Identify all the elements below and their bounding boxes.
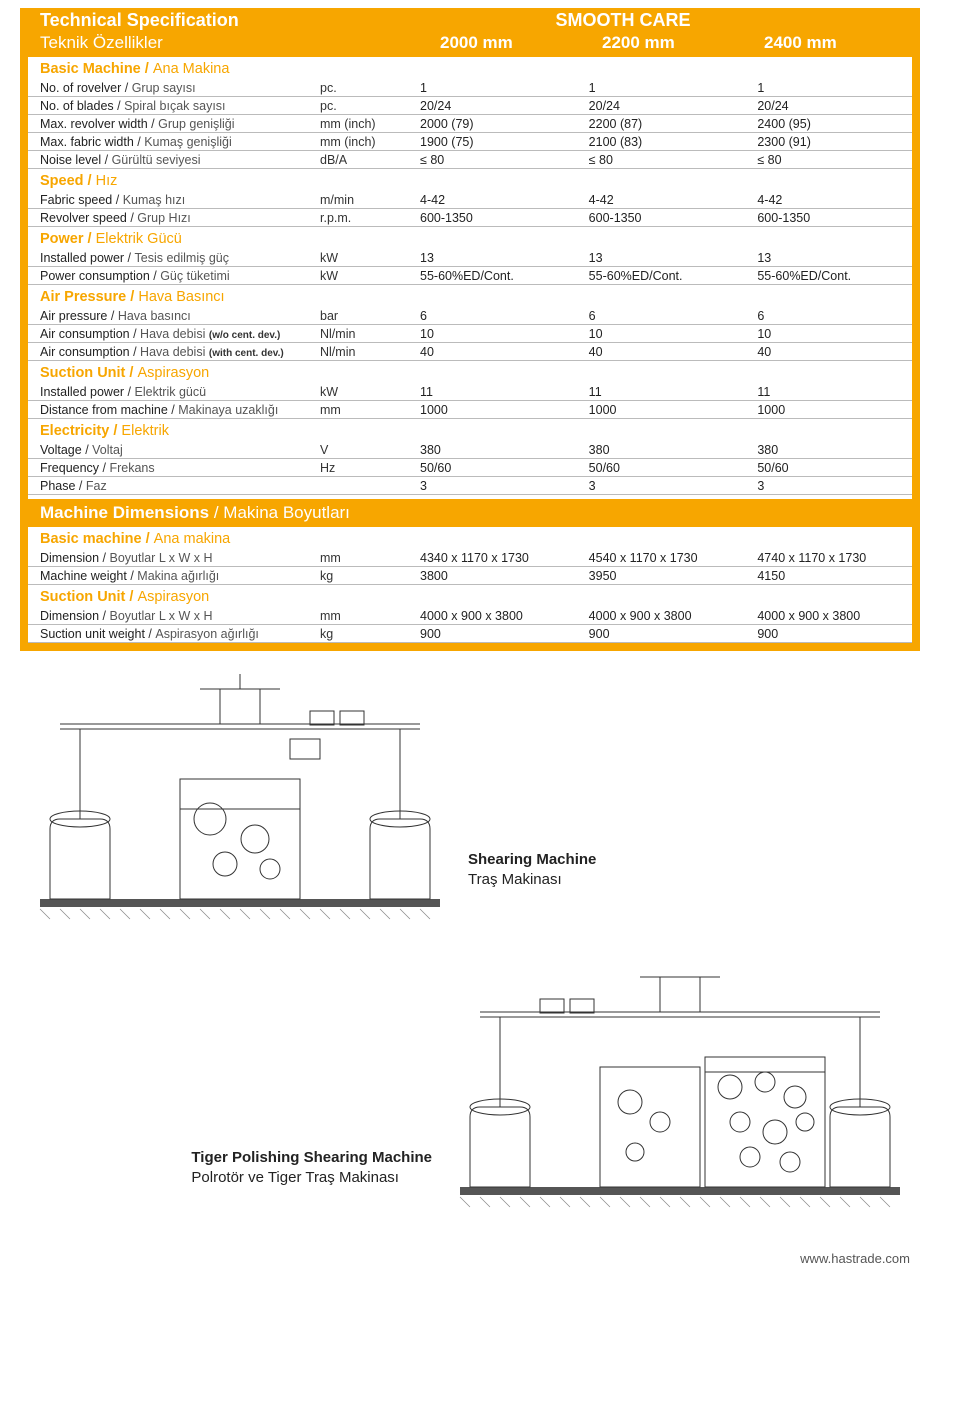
col-2200: 2200 mm bbox=[582, 33, 744, 53]
spec-row: Revolver speed / Grup Hızır.p.m.600-1350… bbox=[28, 209, 912, 227]
section-title: Basic machine / Ana makina bbox=[28, 527, 912, 549]
spec-row: Distance from machine / Makinaya uzaklığ… bbox=[28, 401, 912, 419]
spec-row: Max. fabric width / Kumaş genişliğimm (i… bbox=[28, 133, 912, 151]
section-title: Speed / Hız bbox=[28, 169, 912, 191]
shearing-caption: Shearing Machine Traş Makinası bbox=[468, 850, 596, 929]
spec-row: Power consumption / Güç tüketimikW55-60%… bbox=[28, 267, 912, 285]
tiger-caption-en: Tiger Polishing Shearing Machine bbox=[191, 1148, 432, 1168]
spec-row: Installed power / Tesis edilmiş güçkW131… bbox=[28, 249, 912, 267]
spec-row: Dimension / Boyutlar L x W x Hmm4000 x 9… bbox=[28, 607, 912, 625]
diagram-area: Shearing Machine Traş Makinası Tiger Pol… bbox=[20, 669, 920, 1217]
section-title: Suction Unit / Aspirasyon bbox=[28, 585, 912, 607]
spec-row: Installed power / Elektrik gücükW111111 bbox=[28, 383, 912, 401]
spec-title-en: Technical Specification bbox=[40, 10, 340, 31]
brand-title: SMOOTH CARE bbox=[340, 10, 906, 31]
spec-row: Noise level / Gürültü seviyesidB/A≤ 80≤ … bbox=[28, 151, 912, 169]
spec-row: Dimension / Boyutlar L x W x Hmm4340 x 1… bbox=[28, 549, 912, 567]
section-title: Suction Unit / Aspirasyon bbox=[28, 361, 912, 383]
shearing-caption-en: Shearing Machine bbox=[468, 850, 596, 870]
tiger-caption-tr: Polrotör ve Tiger Traş Makinası bbox=[191, 1168, 432, 1188]
section-title: Electricity / Elektrik bbox=[28, 419, 912, 441]
section-title: Air Pressure / Hava Basıncı bbox=[28, 285, 912, 307]
dimensions-bar-en: Machine Dimensions bbox=[40, 503, 209, 522]
spec-title-tr: Teknik Özellikler bbox=[40, 33, 340, 53]
shearing-caption-tr: Traş Makinası bbox=[468, 870, 596, 890]
tiger-caption: Tiger Polishing Shearing Machine Polrotö… bbox=[191, 1148, 432, 1217]
spec-row: Frequency / FrekansHz50/6050/6050/60 bbox=[28, 459, 912, 477]
footer-url: www.hastrade.com bbox=[20, 1245, 920, 1266]
spec-row: Machine weight / Makina ağırlığıkg380039… bbox=[28, 567, 912, 585]
col-2400: 2400 mm bbox=[744, 33, 906, 53]
shearing-diagram-block: Shearing Machine Traş Makinası bbox=[30, 669, 910, 929]
spec-row: Max. revolver width / Grup genişliğimm (… bbox=[28, 115, 912, 133]
header-row: Technical Specification SMOOTH CARE bbox=[28, 8, 912, 33]
header-subrow: Teknik Özellikler 2000 mm 2200 mm 2400 m… bbox=[28, 33, 912, 57]
spec-row: Phase / Faz333 bbox=[28, 477, 912, 495]
spec-row: Air consumption / Hava debisi (with cent… bbox=[28, 343, 912, 361]
spec-row: No. of rovelver / Grup sayısıpc.111 bbox=[28, 79, 912, 97]
section-title: Power / Elektrik Gücü bbox=[28, 227, 912, 249]
spec-row: Suction unit weight / Aspirasyon ağırlığ… bbox=[28, 625, 912, 643]
spec-row: No. of blades / Spiral bıçak sayısıpc.20… bbox=[28, 97, 912, 115]
spec-row: Fabric speed / Kumaş hızım/min4-424-424-… bbox=[28, 191, 912, 209]
tiger-diagram-block: Tiger Polishing Shearing Machine Polrotö… bbox=[30, 957, 910, 1217]
spec-row: Air consumption / Hava debisi (w/o cent.… bbox=[28, 325, 912, 343]
section-title: Basic Machine / Ana Makina bbox=[28, 57, 912, 79]
shearing-machine-diagram bbox=[30, 669, 450, 929]
spec-row: Air pressure / Hava basıncıbar666 bbox=[28, 307, 912, 325]
dimensions-bar-tr: Makina Boyutları bbox=[223, 503, 350, 522]
col-2000: 2000 mm bbox=[420, 33, 582, 53]
dimensions-bar: Machine Dimensions / Makina Boyutları bbox=[28, 499, 912, 527]
spec-frame: Technical Specification SMOOTH CARE Tekn… bbox=[20, 8, 920, 651]
spec-row: Voltage / VoltajV380380380 bbox=[28, 441, 912, 459]
tiger-machine-diagram bbox=[450, 957, 910, 1217]
